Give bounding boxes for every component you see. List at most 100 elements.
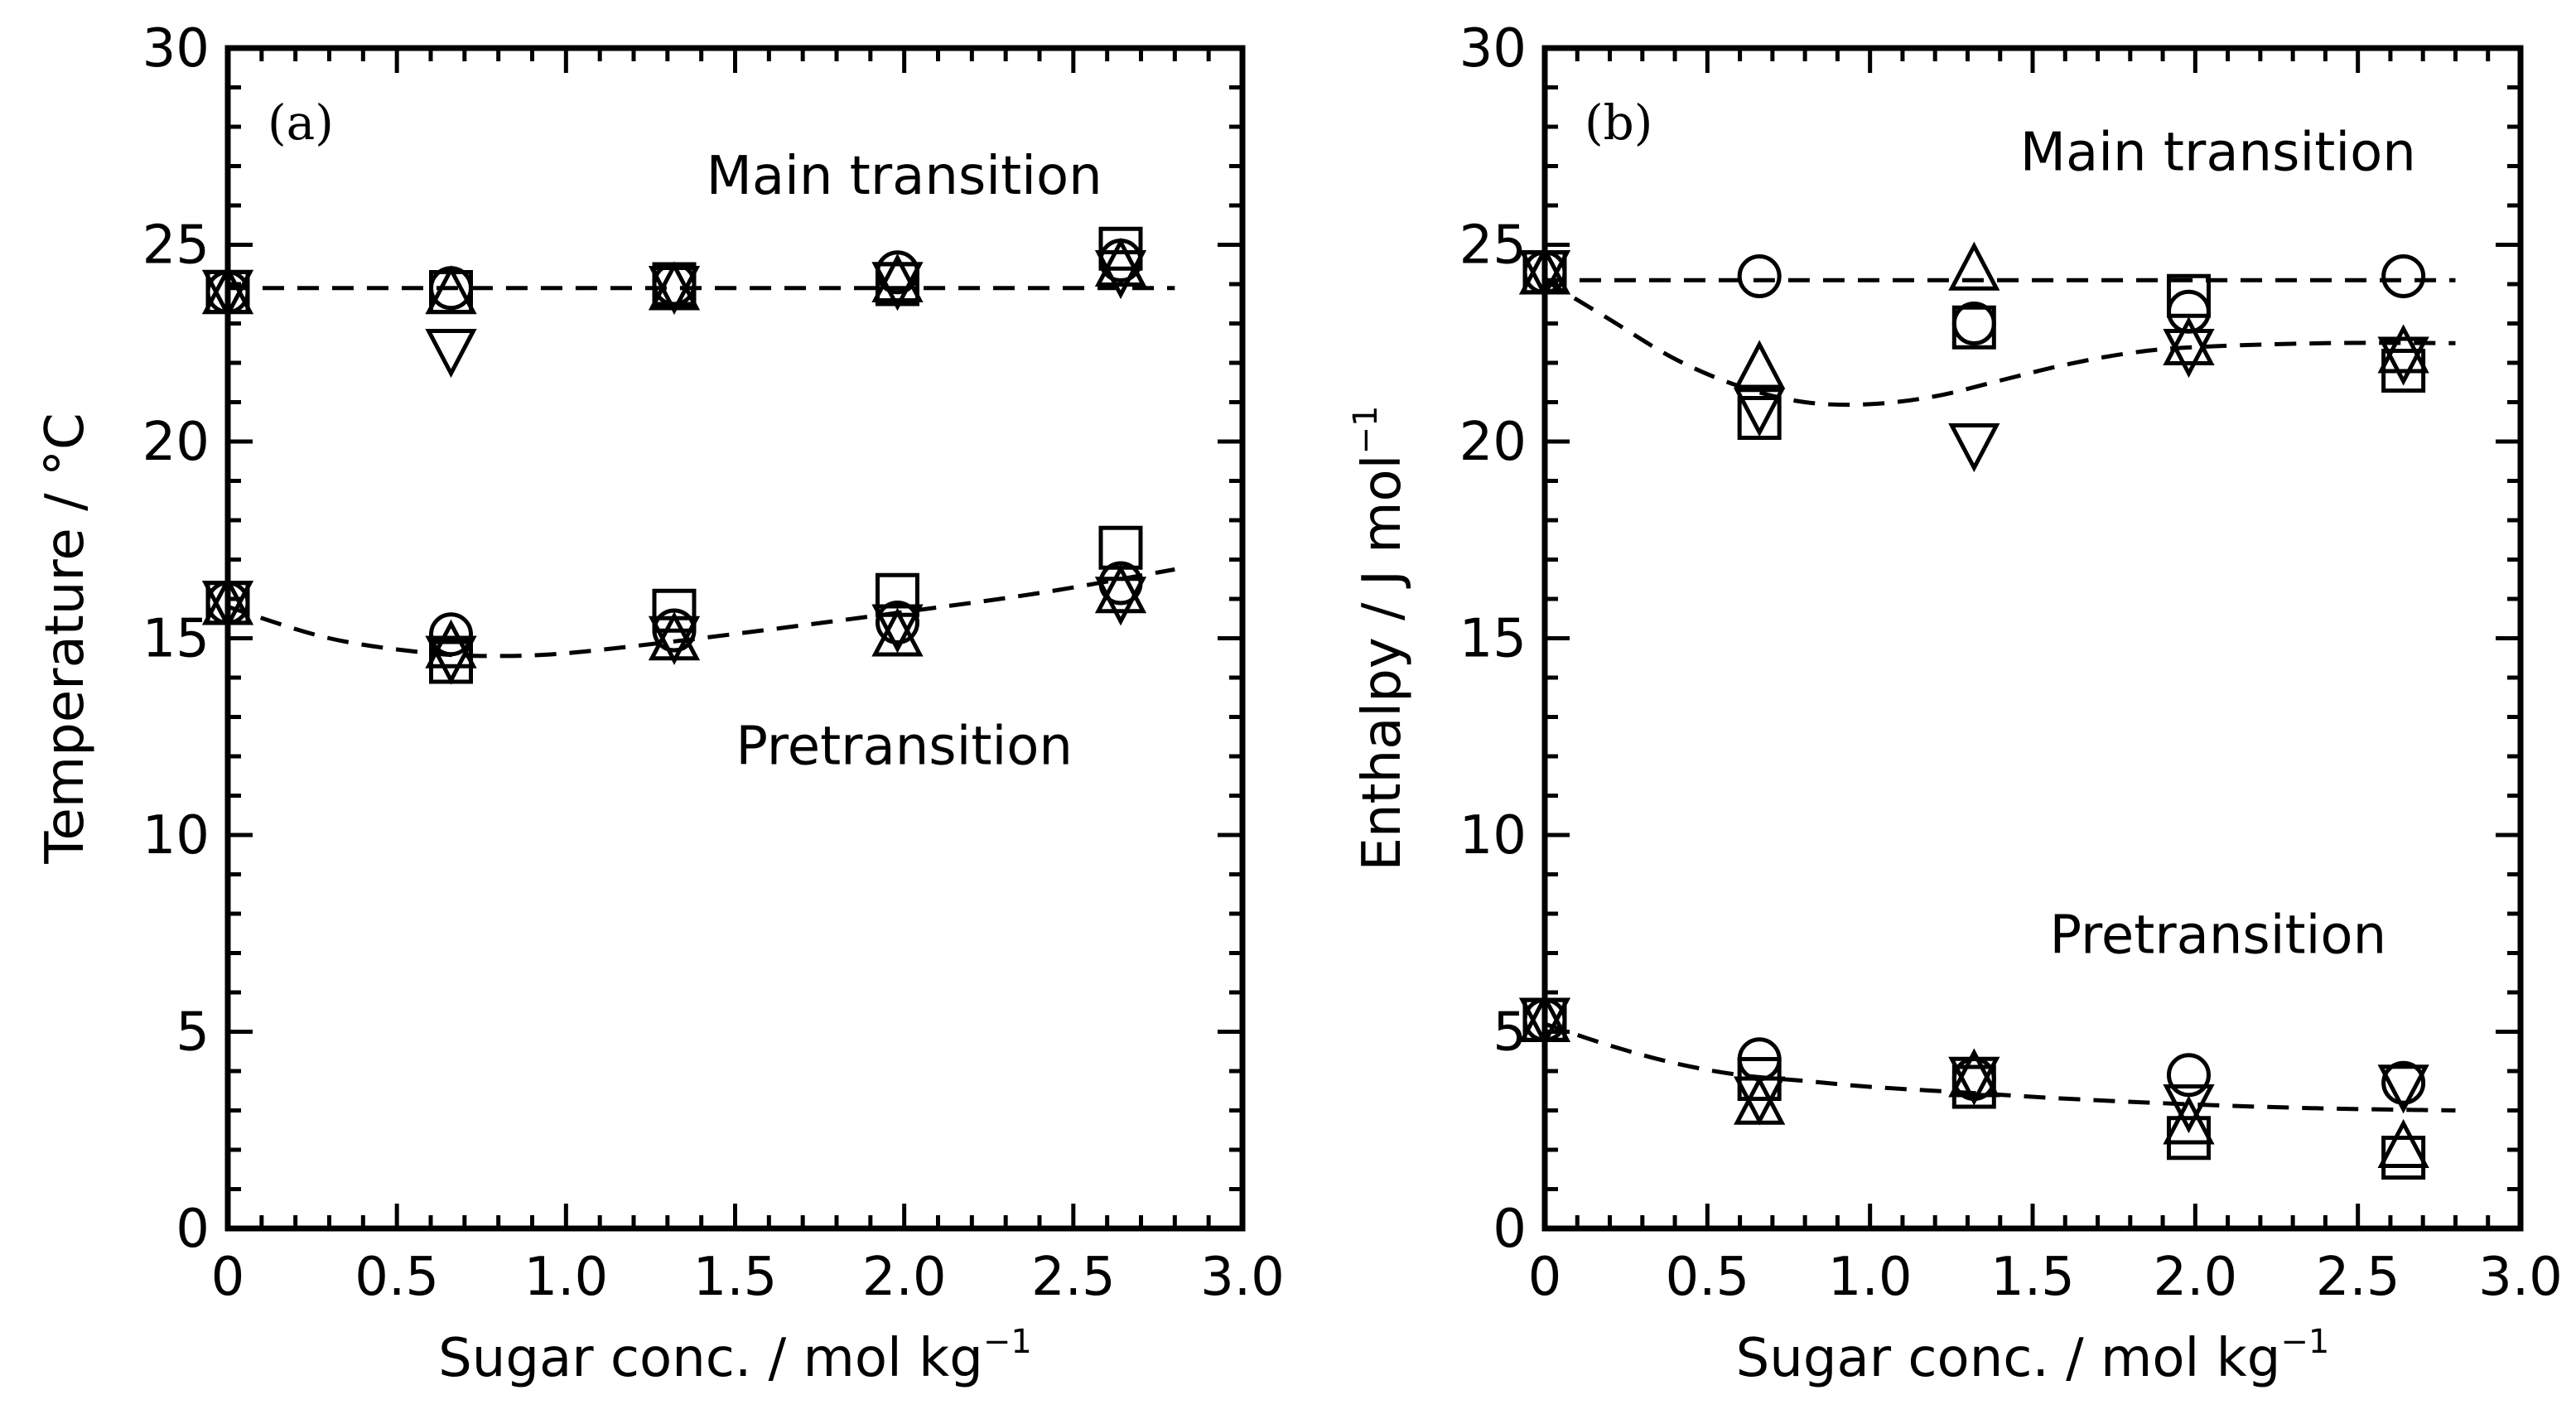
panel-a-point-triangle-down bbox=[648, 615, 701, 665]
panel-b-point-square bbox=[2166, 1116, 2211, 1161]
panel-a-annotation-main-transition: Main transition bbox=[707, 146, 1102, 207]
panel-b: 0 5 10 15 20 25 30 0 0.5 1.0 1.5 2.0 2.5 3.0 Sugar con… bbox=[1347, 18, 2563, 1389]
panel-a-point-square bbox=[876, 572, 919, 617]
panel-b-point-square bbox=[2381, 1136, 2426, 1180]
panel-b-point-circle bbox=[2166, 1053, 2211, 1098]
panel-b-ytick-label: 5 bbox=[1493, 1002, 1527, 1064]
panel-b-point-triangle-down bbox=[2163, 328, 2215, 379]
panel-b-xtick-label: 1.5 bbox=[1990, 1247, 2075, 1308]
panel-a-point-square bbox=[652, 262, 697, 306]
panel-a-plot-frame bbox=[224, 45, 1246, 1232]
panel-a-annotation-pretransition: Pretransition bbox=[736, 717, 1073, 778]
panel-a-point-triangle-up bbox=[425, 619, 477, 668]
panel-b-ytick-label: 10 bbox=[1459, 805, 1527, 866]
panel-b-ytick-label: 0 bbox=[1493, 1199, 1527, 1260]
panel-a-point-square bbox=[205, 581, 250, 625]
panel-b-point-triangle-down bbox=[1948, 422, 2000, 473]
panel-b-point-triangle-down bbox=[1948, 1056, 2000, 1106]
panel-b-ytick-label: 15 bbox=[1459, 609, 1527, 670]
panel-a-point-square bbox=[652, 588, 697, 633]
panel-b-point-triangle-up bbox=[1948, 1048, 2000, 1098]
panel-b-annotation-main-transition: Main transition bbox=[2020, 122, 2416, 183]
panel-a-xtick-label: 2.0 bbox=[862, 1247, 947, 1308]
panel-b-x-axis-label: Sugar conc. / mol kg−1 bbox=[1736, 1323, 2330, 1389]
panel-b-point-square bbox=[1522, 997, 1567, 1042]
panel-a-point-circle bbox=[876, 601, 919, 644]
panel-a-point-triangle-up bbox=[871, 253, 924, 303]
panel-b-point-triangle-down bbox=[2163, 1084, 2215, 1134]
panel-b-point-square bbox=[1737, 1057, 1782, 1101]
panel-a-point-square bbox=[429, 270, 473, 314]
panel-b-xtick-label: 1.0 bbox=[1828, 1247, 1913, 1308]
panel-b-point-square bbox=[1951, 1064, 1996, 1109]
panel-b-point-triangle-up bbox=[1734, 340, 1786, 389]
panel-a-point-triangle-down bbox=[1094, 249, 1147, 300]
panel-b-point-triangle-up bbox=[2377, 1118, 2429, 1169]
panel-a-point-circle bbox=[1098, 239, 1143, 282]
panel-b-y-axis-label: Enthalpy / J mol−1 bbox=[1347, 406, 1413, 871]
panel-a-point-triangle-down bbox=[871, 604, 924, 654]
panel-b-point-square bbox=[2381, 349, 2426, 393]
panel-a-ytick-label: 10 bbox=[142, 805, 210, 866]
panel-b-xtick-label: 3.0 bbox=[2478, 1247, 2563, 1308]
panel-a-point-triangle-up bbox=[1094, 237, 1147, 287]
panel-a-fit-line-1 bbox=[227, 567, 1175, 659]
panel-a-ytick-label: 0 bbox=[176, 1199, 210, 1260]
panel-a-point-square bbox=[205, 270, 250, 314]
panel-b-point-square bbox=[1737, 396, 1782, 440]
panel-a-xtick-label: 1.0 bbox=[523, 1247, 608, 1308]
panel-b-xtick-label: 0.5 bbox=[1665, 1247, 1749, 1308]
panel-b-point-triangle-up bbox=[1948, 241, 2000, 291]
panel-a-point-circle bbox=[429, 612, 473, 657]
panel-b-xtick-label: 2.0 bbox=[2153, 1247, 2237, 1308]
panel-b-annotation-pretransition: Pretransition bbox=[2049, 905, 2386, 967]
panel-a-point-square bbox=[1098, 525, 1143, 570]
panel-b-ytick-label: 30 bbox=[1459, 18, 1527, 80]
panel-b-plot-frame bbox=[1541, 45, 2524, 1232]
panel-b-xtick-label: 2.5 bbox=[2316, 1247, 2400, 1308]
panel-b-xtick-label: 0 bbox=[1528, 1247, 1562, 1308]
panel-a-xtick-label: 3.0 bbox=[1200, 1247, 1285, 1308]
panel-a-point-triangle-down bbox=[648, 265, 701, 316]
panel-b-panel-label: (b) bbox=[1585, 94, 1652, 151]
panel-a-point-triangle-down bbox=[1094, 577, 1147, 626]
panel-a: 0 5 10 15 20 25 30 0 0.5 1.0 1.5 2.0 2.5 3.0 Sugar con… bbox=[35, 18, 1285, 1389]
panel-a-point-square bbox=[876, 262, 919, 306]
panel-b-point-circle bbox=[2381, 254, 2426, 298]
panel-a-panel-label: (a) bbox=[268, 94, 334, 151]
panel-a-xtick-label: 1.5 bbox=[693, 1247, 778, 1308]
panel-b-ytick-label: 20 bbox=[1459, 412, 1527, 473]
panel-a-xtick-label: 0.5 bbox=[355, 1247, 439, 1308]
panel-a-ytick-label: 25 bbox=[142, 215, 210, 277]
panel-a-ytick-label: 5 bbox=[176, 1002, 210, 1064]
panel-b-point-triangle-down bbox=[2377, 336, 2429, 386]
panel-b-point-circle bbox=[2166, 289, 2211, 334]
panel-b-point-triangle-up bbox=[2163, 1095, 2215, 1145]
panel-a-point-triangle-up bbox=[871, 607, 924, 657]
panel-a-point-triangle-down bbox=[425, 328, 477, 379]
panel-b-point-triangle-up bbox=[2163, 316, 2215, 366]
panel-a-xtick-label: 2.5 bbox=[1031, 1247, 1116, 1308]
panel-a-x-axis-label: Sugar conc. / mol kg−1 bbox=[438, 1323, 1032, 1389]
panel-b-fit-line-1 bbox=[1543, 278, 2456, 408]
panel-a-ytick-label: 15 bbox=[142, 609, 210, 670]
panel-a-ytick-label: 20 bbox=[142, 412, 210, 473]
panel-b-point-square bbox=[1522, 250, 1567, 295]
panel-b-point-triangle-down bbox=[1734, 388, 1786, 437]
panel-a-point-square bbox=[429, 640, 473, 684]
panel-b-ytick-label: 25 bbox=[1459, 215, 1527, 277]
panel-b-fit-line-2 bbox=[1544, 1021, 2456, 1113]
panel-a-xtick-label: 0 bbox=[211, 1247, 245, 1308]
panel-b-point-triangle-up bbox=[1734, 1075, 1786, 1125]
panel-a-point-square bbox=[1098, 226, 1143, 271]
panel-a-y-axis-label: Temperature / °C bbox=[35, 413, 96, 864]
panel-b-point-square bbox=[2166, 273, 2211, 318]
panel-b-point-square bbox=[1951, 305, 1996, 350]
panel-b-point-triangle-down bbox=[2377, 1064, 2429, 1114]
panel-b-point-circle bbox=[2381, 1060, 2426, 1105]
panel-b-point-circle bbox=[1737, 254, 1782, 298]
panel-a-point-triangle-up bbox=[1094, 564, 1147, 614]
panel-a-point-triangle-down bbox=[425, 635, 477, 685]
panel-a-ytick-label: 30 bbox=[142, 18, 210, 80]
